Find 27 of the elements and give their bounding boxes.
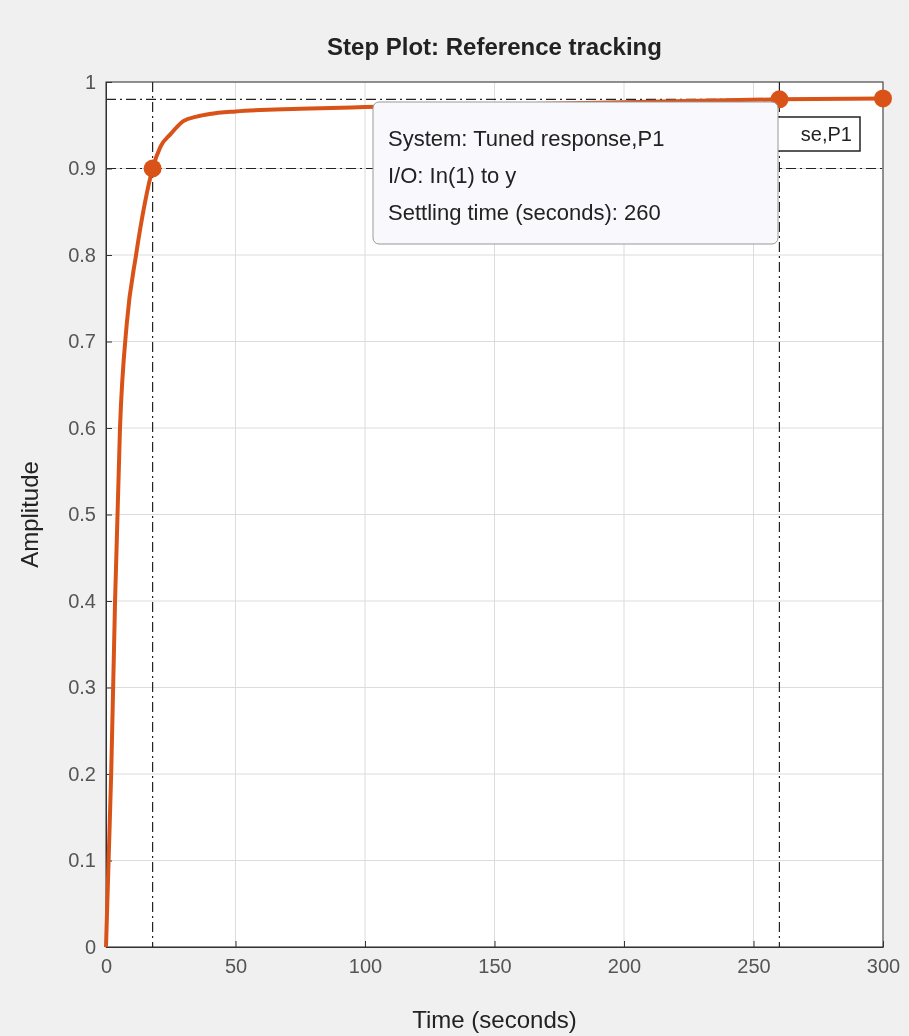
y-tick-label: 0.1 (68, 849, 96, 872)
x-tick-label: 300 (866, 955, 901, 978)
point (874, 89, 892, 108)
y-tick-label: 0.4 (68, 589, 96, 612)
y-tick-label: 0.5 (68, 503, 96, 526)
x-tick-label: 50 (224, 955, 248, 978)
x-axis-title: Time (seconds) (412, 1006, 577, 1033)
x-tick-label: 0 (100, 955, 113, 978)
point (143, 159, 162, 178)
y-tick-label: 0.8 (68, 243, 96, 266)
y-tick-label: 0.7 (68, 330, 96, 353)
x-tick-label: 150 (478, 955, 512, 978)
annotation: Settling time (seconds): 260 (388, 200, 661, 225)
annotation: I/O: In(1) to y (388, 163, 517, 188)
y-tick-label: 0 (84, 935, 96, 958)
y-tick-label: 0.2 (68, 762, 96, 785)
y-tick-label: 0.3 (68, 676, 96, 699)
y-axis-title: Amplitude (16, 461, 43, 568)
annotation: System: Tuned response,P1 (388, 126, 665, 151)
annotation: se,P1 (800, 123, 852, 145)
x-tick-label: 200 (607, 955, 642, 978)
y-tick-label: 0.6 (68, 416, 96, 439)
chart-title: Step Plot: Reference tracking (327, 33, 662, 60)
y-tick-label: 0.9 (68, 157, 96, 180)
x-tick-label: 250 (737, 955, 771, 978)
y-tick-label: 1 (84, 70, 96, 93)
x-tick-label: 100 (348, 955, 383, 978)
